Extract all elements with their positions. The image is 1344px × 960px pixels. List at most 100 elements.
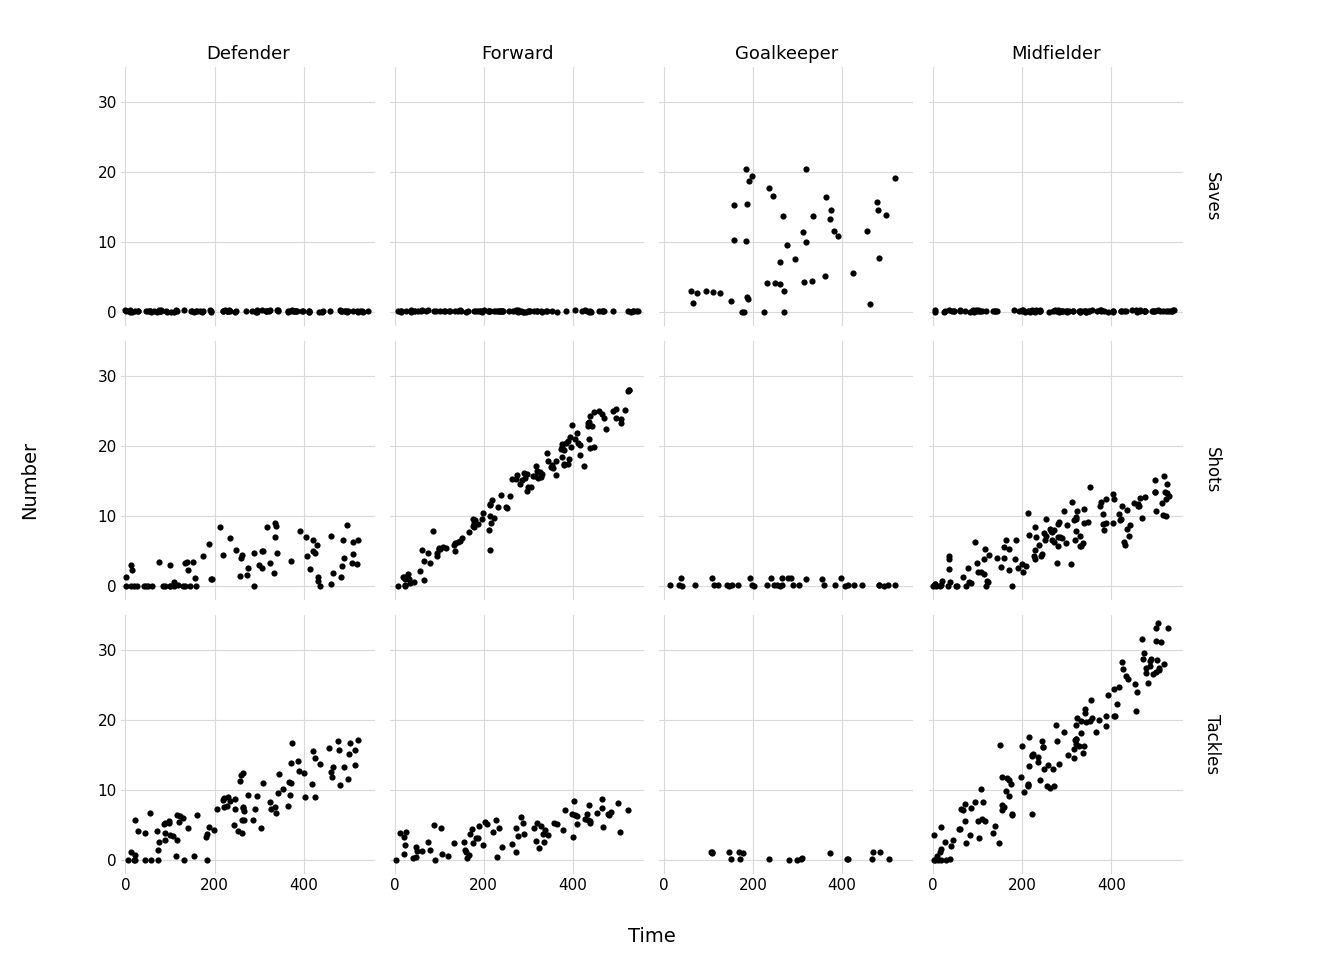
Point xyxy=(1116,521,1137,537)
Point xyxy=(422,523,444,539)
Point xyxy=(179,578,200,593)
Point xyxy=(1039,780,1060,796)
Point xyxy=(124,812,145,828)
Point xyxy=(411,843,433,858)
Point xyxy=(198,820,219,835)
Point xyxy=(277,303,298,319)
Point xyxy=(868,578,890,593)
Point xyxy=(969,303,991,319)
Point xyxy=(535,823,556,838)
Point xyxy=(124,852,145,867)
Point xyxy=(464,515,485,530)
Point xyxy=(1043,779,1064,794)
Point xyxy=(1120,517,1141,533)
Point xyxy=(183,304,204,320)
Point xyxy=(532,827,554,842)
Point xyxy=(454,844,476,859)
Point xyxy=(478,303,500,319)
Point xyxy=(527,303,548,319)
Point xyxy=(618,383,640,398)
Point xyxy=(1157,620,1179,636)
Point xyxy=(1036,779,1058,794)
Point xyxy=(246,304,267,320)
Point xyxy=(309,578,331,593)
Point xyxy=(507,828,528,844)
Point xyxy=(527,469,548,485)
Point xyxy=(578,415,599,430)
Point xyxy=(1128,498,1149,514)
Point xyxy=(302,543,324,559)
Point xyxy=(625,303,646,319)
Point xyxy=(831,570,852,586)
Point xyxy=(702,845,723,860)
Point xyxy=(508,304,530,320)
Point xyxy=(837,852,859,867)
Point xyxy=(257,519,278,535)
Point xyxy=(265,529,286,544)
Point xyxy=(487,850,508,865)
Point xyxy=(1118,529,1140,544)
Point xyxy=(530,302,551,318)
Point xyxy=(1046,555,1067,570)
Point xyxy=(1161,303,1183,319)
Point xyxy=(835,578,856,593)
Point xyxy=(567,436,589,451)
Point xyxy=(969,303,991,319)
Point xyxy=(465,512,487,527)
Point xyxy=(121,563,142,578)
Point xyxy=(1064,732,1086,748)
Point xyxy=(949,303,970,319)
Point xyxy=(757,276,778,291)
Point xyxy=(609,824,630,839)
Point xyxy=(1145,503,1167,518)
Point xyxy=(1017,778,1039,793)
Point xyxy=(228,774,250,789)
Point xyxy=(1110,303,1132,319)
Point xyxy=(484,303,505,319)
Point xyxy=(926,849,948,864)
Point xyxy=(966,564,988,580)
Point xyxy=(1012,302,1034,318)
Point xyxy=(293,303,314,319)
Point xyxy=(329,302,351,318)
Point xyxy=(294,765,316,780)
Point xyxy=(1140,653,1161,668)
Point xyxy=(1146,653,1168,668)
Point xyxy=(862,845,883,860)
Point xyxy=(957,561,978,576)
Point xyxy=(587,303,609,319)
Point xyxy=(1075,303,1097,319)
Point xyxy=(401,304,422,320)
Point xyxy=(1144,485,1165,500)
Point xyxy=(406,840,427,855)
Point xyxy=(1025,302,1047,318)
Point xyxy=(196,829,218,845)
Point xyxy=(513,470,535,486)
Point xyxy=(444,538,465,553)
Point xyxy=(155,832,176,848)
Point xyxy=(571,303,593,319)
Point xyxy=(478,303,500,319)
Point xyxy=(1064,533,1086,548)
Point xyxy=(773,304,794,320)
Point xyxy=(505,302,527,318)
Point xyxy=(618,303,640,319)
Point xyxy=(771,570,793,586)
Point xyxy=(212,303,234,319)
Point xyxy=(1063,741,1085,756)
Point xyxy=(868,578,890,593)
Point xyxy=(1039,521,1060,537)
Point xyxy=(512,304,534,320)
Point xyxy=(288,763,309,779)
Point xyxy=(508,302,530,318)
Point xyxy=(444,535,465,550)
Point xyxy=(973,566,995,582)
Point xyxy=(297,548,319,564)
Point xyxy=(707,577,728,592)
Point xyxy=(628,303,649,319)
Point xyxy=(813,577,835,592)
Point xyxy=(958,304,980,320)
Point xyxy=(310,304,332,320)
Point xyxy=(469,303,491,319)
Point xyxy=(246,304,267,320)
